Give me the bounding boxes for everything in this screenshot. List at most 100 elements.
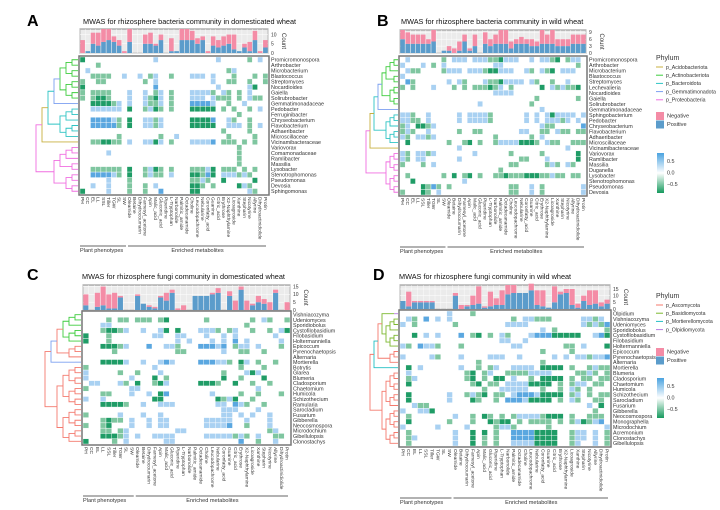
bar-positive [411, 302, 418, 309]
column-label: TGW [110, 197, 116, 209]
bar-negative [226, 34, 232, 44]
column-label: Nicotyrine [246, 197, 252, 219]
row-label: Ferruginibacter [271, 112, 307, 118]
heatmap-cell [544, 123, 551, 129]
heatmap-cell [528, 434, 535, 441]
row-label: Flavobacterium [589, 129, 626, 135]
heatmap-cell [82, 364, 89, 371]
heatmap-cell [100, 322, 107, 329]
heatmap-cell [152, 95, 159, 102]
heatmap-cell [252, 133, 258, 140]
bar-positive [221, 45, 226, 53]
heatmap-cell [420, 189, 427, 196]
heatmap-cell [241, 171, 248, 178]
heatmap-cell [249, 380, 256, 387]
heatmap-cell [497, 78, 504, 85]
heatmap-cell [498, 332, 506, 339]
heatmap-cell [565, 117, 571, 124]
row-label: Duganella [589, 168, 613, 174]
heatmap-cell [399, 128, 406, 135]
heatmap-cell [238, 401, 245, 408]
heatmap-cell [539, 386, 547, 393]
heatmap-cell [404, 123, 411, 129]
heatmap-cell [116, 138, 122, 145]
bar-positive [117, 297, 123, 310]
heatmap-cell [430, 62, 437, 69]
heatmap-cell [481, 375, 488, 382]
heatmap-cell [126, 171, 133, 178]
row-label: Neocosmospora [613, 414, 652, 420]
row-label: Acremonium [613, 430, 644, 436]
heatmap-cell [574, 434, 582, 441]
heatmap-cell [168, 171, 175, 178]
heatmap-cell [262, 73, 269, 80]
row-label: Sphingobacterium [589, 113, 633, 119]
row-label: Blastococcus [271, 74, 303, 80]
heatmap-cell [404, 156, 411, 163]
heatmap-cell [415, 156, 421, 163]
column-label: Apin [157, 447, 163, 457]
heatmap-cell [423, 316, 430, 323]
heatmap-cell [111, 117, 117, 123]
heatmap-cell [510, 364, 517, 371]
bar-positive [255, 302, 261, 310]
heatmap-cell [158, 95, 164, 102]
heatmap-cell [523, 67, 530, 74]
heatmap-cell [209, 380, 216, 387]
heatmap-cell [549, 67, 556, 74]
heatmap-cell [598, 391, 605, 398]
heatmap-cell [90, 117, 96, 123]
bar-positive [598, 306, 604, 309]
heatmap-cell [252, 95, 258, 102]
column-label: Piperidine [163, 197, 169, 219]
heatmap-cell [504, 337, 512, 344]
heatmap-cell [477, 84, 483, 91]
row-label: Clonostachys [293, 439, 326, 445]
bar-negative [189, 30, 195, 41]
heatmap-cell [180, 348, 187, 355]
count-axis-title: Count [598, 33, 604, 49]
row-label: Glarea [293, 371, 309, 377]
heatmap-cell [568, 332, 576, 339]
bar-negative [493, 298, 499, 305]
heatmap-cell [88, 380, 95, 387]
heatmap-cell [504, 418, 512, 425]
heatmap-cell [152, 138, 159, 145]
heatmap-cell [481, 413, 488, 420]
bar-negative [284, 302, 290, 310]
column-label: Octadecanamide [502, 198, 508, 235]
heatmap-cell [199, 89, 206, 96]
heatmap-cell [446, 316, 453, 323]
heatmap-cell [565, 161, 571, 168]
heatmap-cell [140, 412, 147, 418]
heatmap-cell [477, 100, 483, 107]
row-label: Alternaria [293, 355, 316, 361]
heatmap-cell [189, 89, 196, 96]
heatmap-cell [528, 78, 535, 85]
heatmap-cell [539, 326, 547, 333]
heatmap-cell [257, 95, 263, 102]
heatmap-cell [82, 396, 89, 402]
heatmap-cell [534, 78, 540, 85]
heatmap-cell [100, 95, 107, 102]
heatmap-cell [574, 397, 582, 403]
heatmap-cell [210, 95, 216, 102]
heatmap-cell [545, 364, 552, 371]
heatmap-cell [128, 417, 135, 424]
heatmap-cell [243, 322, 250, 329]
bar-positive [400, 301, 406, 309]
row-label: Microdochium [293, 429, 327, 435]
heatmap-cell [410, 128, 416, 135]
heatmap-cell [147, 171, 154, 178]
column-label: Betaine [458, 449, 464, 466]
bar-positive [546, 307, 552, 309]
bar-positive [457, 50, 462, 53]
bar-negative [153, 43, 159, 46]
heatmap-cell [157, 422, 164, 429]
row-label: Stenotrophomonas [271, 173, 317, 179]
bar-positive [534, 46, 540, 53]
bar-negative [111, 36, 117, 42]
heatmap-cell [163, 438, 170, 445]
heatmap-cell [469, 434, 477, 441]
column-label: Dihydrocoumarin [146, 447, 152, 484]
